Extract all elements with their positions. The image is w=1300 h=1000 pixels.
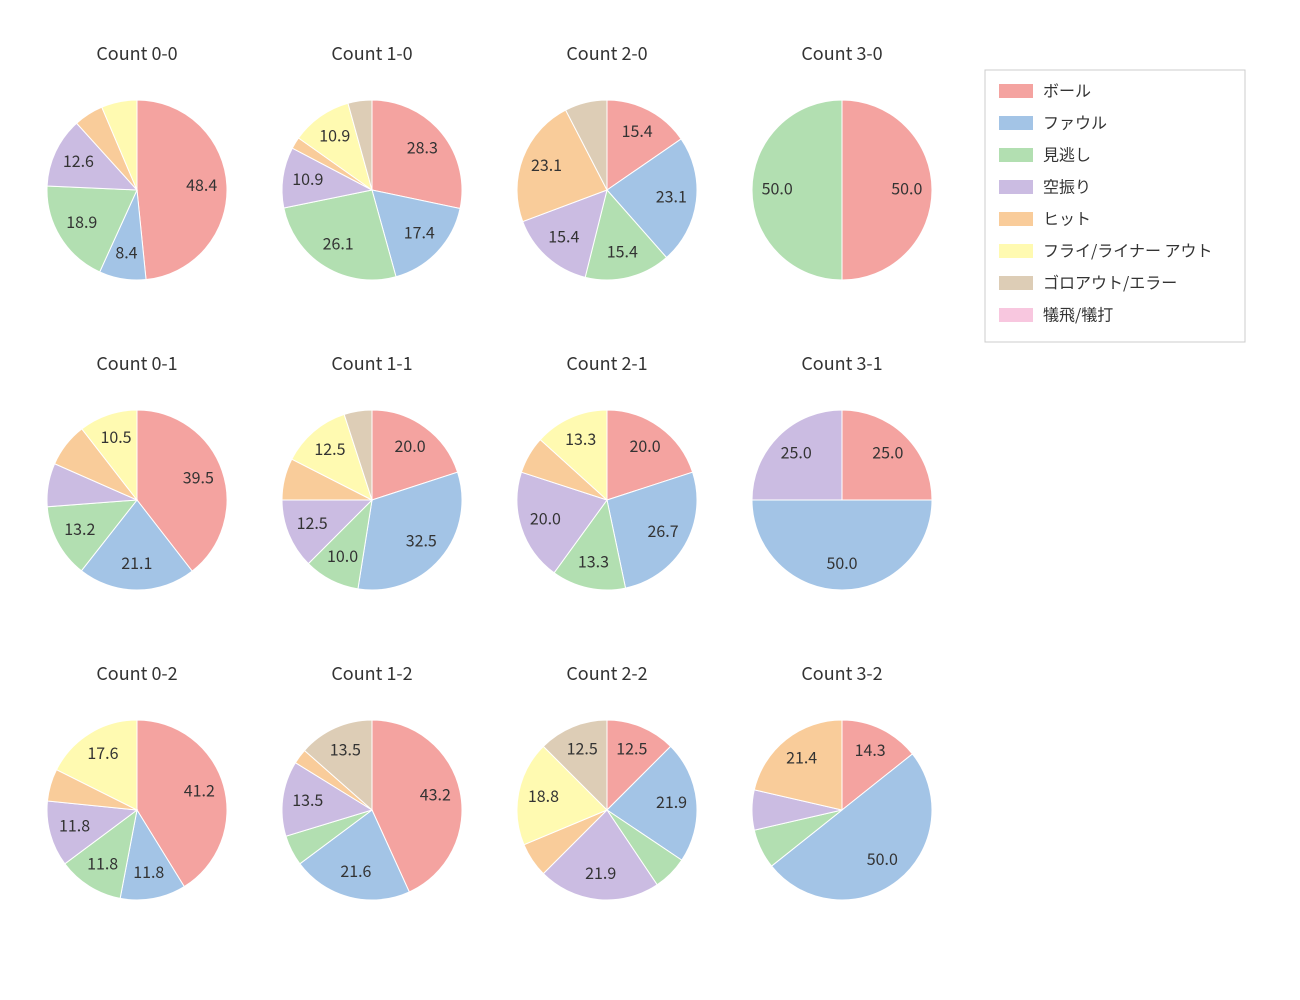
slice-label: 11.8 (59, 813, 90, 837)
slice-label: 23.1 (531, 152, 562, 176)
pie-chart-count-1-2: Count 1-2 43.2 21.6 13.5 13.5 (282, 660, 462, 900)
pie-chart-count-2-1: Count 2-1 20.0 26.7 13.3 20.0 13.3 (517, 350, 697, 590)
slice-label: 28.3 (407, 135, 438, 159)
slice-label: 26.7 (648, 518, 679, 542)
slice-label: 8.4 (115, 239, 137, 263)
pie-chart-count-0-1: Count 0-1 39.5 21.1 13.2 10.5 (47, 350, 227, 590)
slice-label: 32.5 (406, 527, 437, 551)
legend-swatch-foul (999, 116, 1033, 130)
slice-label: 12.5 (567, 735, 598, 759)
pie-chart-count-1-0: Count 1-0 28.3 17.4 26.1 10.9 10.9 (282, 40, 462, 280)
slice-label: 15.4 (548, 224, 579, 248)
pie-chart-count-0-2: Count 0-2 41.2 11.8 11.8 11.8 17.6 (47, 660, 227, 900)
slice-label: 20.0 (630, 433, 661, 457)
pie-chart-count-3-1: Count 3-1 25.0 50.0 25.0 (752, 350, 932, 590)
slice-label: 23.1 (656, 183, 687, 207)
slice-label: 10.9 (319, 122, 350, 146)
pie-chart-count-3-2: Count 3-2 14.3 50.0 21.4 (752, 660, 932, 900)
chart-title: Count 1-0 (331, 40, 412, 66)
chart-title: Count 1-1 (331, 350, 412, 376)
chart-title: Count 2-0 (566, 40, 647, 66)
slice-label: 50.0 (762, 175, 793, 199)
legend-label-swing: 空振り (1043, 173, 1091, 197)
slice-label: 13.2 (64, 516, 95, 540)
slice-label: 20.0 (530, 505, 561, 529)
chart-svg: Count 0-0 48.4 8.4 18.9 12.6 Count 1-0 28.3 17.… (0, 0, 1300, 1000)
slice-label: 50.0 (826, 550, 857, 574)
chart-title: Count 1-2 (331, 660, 412, 686)
slice-label: 21.1 (121, 550, 152, 574)
slice-foul (752, 500, 932, 590)
legend-swatch-flyliner (999, 244, 1033, 258)
slice-label: 21.9 (585, 860, 616, 884)
chart-title: Count 0-1 (96, 350, 177, 376)
legend-swatch-ground (999, 276, 1033, 290)
slice-label: 21.4 (786, 745, 817, 769)
slice-label: 25.0 (872, 440, 903, 464)
chart-title: Count 0-2 (96, 660, 177, 686)
slice-label: 10.9 (292, 166, 323, 190)
legend-swatch-swing (999, 180, 1033, 194)
slice-label: 12.5 (297, 510, 328, 534)
slice-label: 18.8 (528, 783, 559, 807)
legend-swatch-looking (999, 148, 1033, 162)
pie-chart-count-0-0: Count 0-0 48.4 8.4 18.9 12.6 (47, 40, 227, 280)
slice-label: 13.3 (578, 549, 609, 573)
pie-chart-count-2-2: Count 2-2 12.5 21.9 21.9 18.8 12.5 (517, 660, 697, 900)
slice-label: 20.0 (395, 433, 426, 457)
pie-chart-count-1-1: Count 1-1 20.0 32.5 10.0 12.5 12.5 (282, 350, 462, 590)
slice-label: 21.9 (656, 789, 687, 813)
slice-label: 15.4 (622, 118, 653, 142)
slice-label: 15.4 (607, 238, 638, 262)
slice-label: 13.5 (330, 736, 361, 760)
legend-swatch-sac (999, 308, 1033, 322)
slice-label: 14.3 (855, 737, 886, 761)
legend-label-flyliner: フライ/ライナー アウト (1043, 237, 1213, 261)
slice-label: 10.5 (100, 424, 131, 448)
chart-title: Count 3-0 (801, 40, 882, 66)
legend-swatch-ball (999, 84, 1033, 98)
slice-label: 25.0 (781, 440, 812, 464)
legend-label-sac: 犠飛/犠打 (1043, 301, 1113, 325)
chart-grid: Count 0-0 48.4 8.4 18.9 12.6 Count 1-0 28.3 17.… (0, 0, 1300, 1000)
chart-title: Count 0-0 (96, 40, 177, 66)
slice-label: 13.3 (565, 426, 596, 450)
slice-label: 18.9 (66, 209, 97, 233)
legend-label-hit: ヒット (1043, 205, 1091, 229)
pie-chart-count-2-0: Count 2-0 15.4 23.1 15.4 15.4 23.1 (517, 40, 697, 280)
slice-label: 12.6 (63, 148, 94, 172)
legend-label-ball: ボール (1043, 77, 1091, 101)
slice-label: 17.4 (404, 220, 435, 244)
legend-label-foul: ファウル (1043, 109, 1107, 133)
slice-label: 12.5 (314, 436, 345, 460)
chart-title: Count 3-1 (801, 350, 882, 376)
slice-label: 11.8 (133, 859, 164, 883)
legend-swatch-hit (999, 212, 1033, 226)
slice-label: 13.5 (292, 787, 323, 811)
slice-label: 43.2 (420, 782, 451, 806)
slice-label: 12.5 (616, 735, 647, 759)
slice-label: 50.0 (867, 846, 898, 870)
chart-title: Count 2-2 (566, 660, 647, 686)
slice-label: 39.5 (183, 464, 214, 488)
slice-label: 21.6 (340, 858, 371, 882)
slice-label: 50.0 (891, 175, 922, 199)
legend-label-ground: ゴロアウト/エラー (1043, 269, 1177, 293)
slice-label: 41.2 (184, 778, 215, 802)
legend-border (985, 70, 1245, 342)
pie-chart-count-3-0: Count 3-0 50.0 50.0 (752, 40, 932, 280)
slice-label: 26.1 (323, 231, 354, 255)
legend-label-looking: 見逃し (1043, 141, 1091, 165)
slice-label: 48.4 (186, 172, 217, 196)
slice-label: 10.0 (327, 543, 358, 567)
chart-title: Count 2-1 (566, 350, 647, 376)
slice-label: 11.8 (87, 850, 118, 874)
chart-title: Count 3-2 (801, 660, 882, 686)
legend: ボールファウル見逃し空振りヒットフライ/ライナー アウトゴロアウト/エラー犠飛/… (985, 70, 1245, 342)
slice-label: 17.6 (87, 740, 118, 764)
